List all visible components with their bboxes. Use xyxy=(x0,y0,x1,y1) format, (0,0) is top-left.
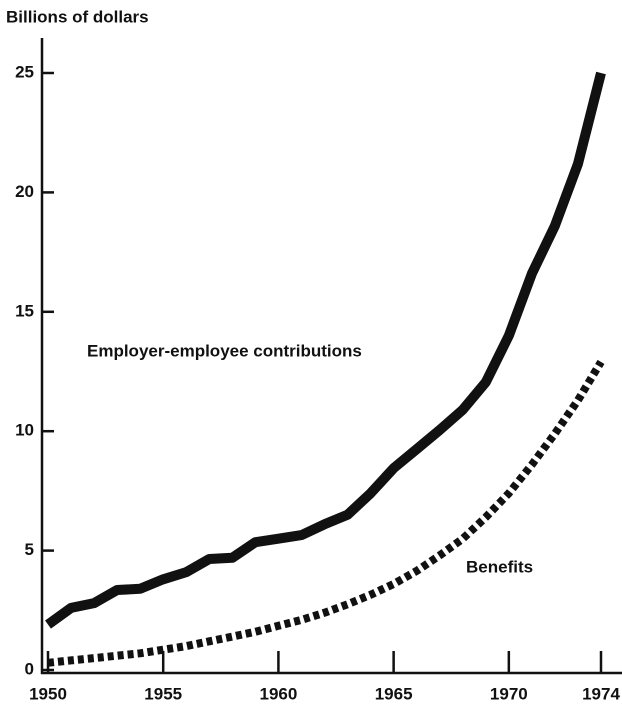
x-tick-label: 1974 xyxy=(582,684,620,703)
y-tick-label: 0 xyxy=(25,659,34,678)
y-tick-label: 20 xyxy=(15,182,34,201)
series-line xyxy=(47,359,605,667)
series-line xyxy=(45,71,606,629)
series-label: Employer-employee contributions xyxy=(87,341,362,360)
y-tick-label: 5 xyxy=(25,540,34,559)
x-tick-label: 1960 xyxy=(260,684,298,703)
x-tick-label: 1950 xyxy=(29,684,67,703)
y-tick-label: 15 xyxy=(15,301,34,320)
x-tick-label: 1970 xyxy=(490,684,528,703)
y-tick-label: 25 xyxy=(15,62,34,81)
series-label: Benefits xyxy=(466,557,533,576)
x-tick-label: 1955 xyxy=(144,684,182,703)
x-tick-label: 1965 xyxy=(375,684,413,703)
y-tick-label: 10 xyxy=(15,421,34,440)
y-axis-label: Billions of dollars xyxy=(6,7,149,26)
